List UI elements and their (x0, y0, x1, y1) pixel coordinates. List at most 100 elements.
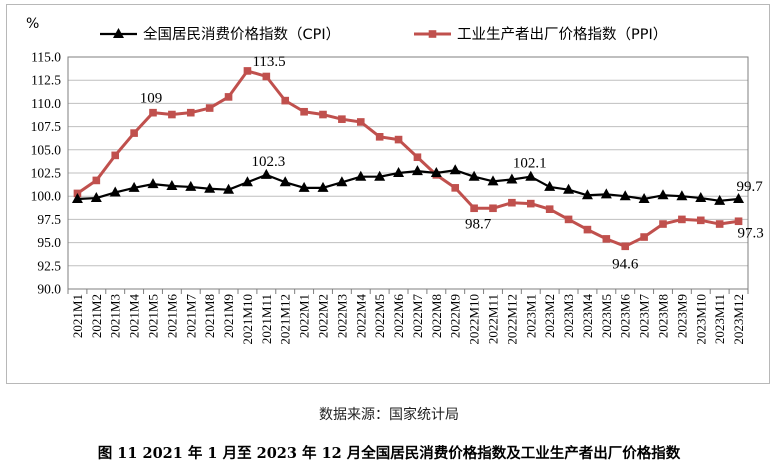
cpi-point (411, 165, 423, 176)
legend-label-ppi: 工业生产者出厂价格指数（PPI） (457, 26, 667, 43)
ppi-point (621, 242, 630, 251)
cpi-point (544, 180, 556, 191)
x-tick-label: 2023M10 (693, 294, 708, 345)
cpi-point (638, 192, 650, 203)
ppi-point (300, 107, 308, 116)
cpi-point (430, 167, 442, 177)
cpi-point (506, 173, 518, 184)
ppi-point (375, 133, 384, 141)
x-tick-label: 2021M10 (240, 294, 255, 345)
x-tick-label: 2021M4 (127, 294, 142, 339)
data-source: 数据来源：国家统计局 (319, 407, 459, 423)
ppi-point (319, 110, 327, 119)
ppi-point (168, 110, 176, 119)
cpi-point (563, 183, 575, 194)
y-tick-label: 107.5 (31, 119, 62, 134)
ppi-point (734, 217, 743, 226)
cpi-point (204, 182, 216, 193)
x-tick-label: 2023M7 (637, 294, 652, 339)
legend-marker-cpi (113, 28, 124, 38)
y-tick-label: 97.5 (37, 212, 61, 227)
x-tick-label: 2022M2 (316, 294, 331, 338)
ppi-point (678, 215, 686, 224)
x-tick-label: 2021M5 (146, 294, 161, 338)
cpi-point (714, 194, 726, 205)
ppi-point (224, 93, 233, 101)
cpi-point (676, 190, 688, 201)
cpi-point (166, 179, 178, 190)
ppi-point (243, 67, 252, 75)
ppi-point (356, 118, 365, 126)
ppi-point (489, 204, 497, 213)
cpi-point (317, 181, 329, 192)
x-tick-label: 2022M5 (372, 294, 387, 338)
y-tick-label: 102.5 (31, 166, 62, 181)
cpi-point (487, 175, 499, 186)
ppi-point (526, 199, 535, 208)
ppi-point (602, 235, 611, 243)
x-tick-label: 2022M3 (334, 294, 349, 338)
x-tick-label: 2023M1 (523, 294, 538, 338)
ppi-point (583, 225, 592, 234)
y-tick-label: 115.0 (31, 50, 61, 65)
cpi-point (355, 170, 367, 181)
ppi-point (111, 151, 120, 160)
x-tick-label: 2021M11 (259, 294, 274, 344)
cpi-data-label: 99.7 (737, 179, 764, 195)
x-tick-label: 2023M11 (712, 294, 727, 344)
cpi-point (260, 168, 272, 179)
ppi-point (715, 220, 724, 228)
figure-caption: 图 11 2021 年 1 月至 2023 年 12 月全国居民消费价格指数及工… (97, 445, 681, 462)
cpi-point (128, 181, 140, 192)
ppi-point (92, 176, 101, 185)
x-tick-label: 2021M6 (164, 294, 179, 339)
ppi-data-label: 94.6 (612, 256, 639, 272)
ppi-point (338, 115, 346, 123)
cpi-point (468, 170, 480, 181)
cpi-point (109, 186, 121, 197)
cpi-point (71, 192, 83, 203)
x-tick-label: 2022M12 (504, 294, 519, 345)
ppi-point (149, 108, 157, 117)
ppi-point (696, 216, 705, 225)
ppi-point (413, 153, 422, 162)
ppi-point (281, 96, 290, 105)
x-tick-label: 2023M2 (542, 294, 557, 338)
x-tick-label: 2023M4 (580, 294, 595, 339)
y-tick-label: 112.5 (31, 73, 61, 88)
ppi-data-label: 97.3 (738, 225, 764, 241)
cpi-point (733, 192, 745, 203)
cpi-point (600, 188, 612, 199)
cpi-point (279, 176, 291, 187)
cpi-point (695, 192, 707, 203)
ppi-point (451, 184, 460, 192)
ppi-point (640, 233, 648, 241)
y-tick-label: 110.0 (31, 96, 61, 111)
cpi-point (657, 189, 669, 200)
x-tick-label: 2023M8 (656, 294, 671, 338)
x-tick-label: 2021M8 (202, 294, 217, 338)
cpi-point (147, 178, 159, 189)
x-tick-label: 2022M4 (353, 294, 368, 339)
legend-marker-ppi (428, 30, 437, 38)
line-chart: 90.0 92.5 95.0 97.5 100.0 102.5 105.0 107.5 110.… (26, 16, 764, 345)
chart-frame (6, 4, 770, 384)
x-tick-label: 2021M7 (183, 294, 198, 339)
ppi-point (564, 215, 573, 224)
x-tick-label: 2022M9 (448, 294, 463, 338)
x-tick-label: 2022M10 (467, 294, 482, 345)
x-tick-label: 2022M11 (486, 294, 501, 344)
ppi-point (262, 72, 271, 81)
x-tick-label: 2021M3 (108, 294, 123, 338)
ppi-point (659, 220, 667, 228)
x-tick-label: 2023M3 (561, 294, 576, 338)
ppi-point (394, 135, 403, 144)
ppi-point (508, 198, 516, 207)
cpi-point (393, 167, 405, 177)
cpi-point (336, 176, 348, 187)
cpi-point (298, 181, 310, 192)
x-tick-label: 2021M1 (70, 294, 85, 338)
ppi-point (205, 104, 214, 112)
y-tick-label: 95.0 (37, 235, 61, 250)
x-tick-label: 2023M6 (618, 294, 633, 339)
